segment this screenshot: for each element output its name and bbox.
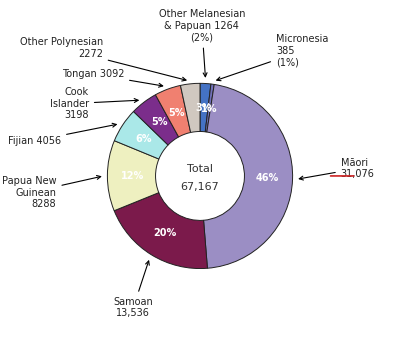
Text: Fijian 4056: Fijian 4056 [8, 123, 116, 146]
Text: 3%: 3% [196, 103, 212, 114]
Text: Māori
31,076: Māori 31,076 [299, 158, 375, 180]
Wedge shape [180, 83, 200, 132]
Text: Total: Total [187, 164, 213, 173]
Text: 6%: 6% [135, 134, 152, 144]
Text: 5%: 5% [168, 107, 185, 118]
Text: 12%: 12% [121, 171, 144, 181]
Wedge shape [114, 193, 208, 269]
Text: Samoan
13,536: Samoan 13,536 [114, 261, 153, 318]
Text: Cook
Islander
3198: Cook Islander 3198 [50, 87, 138, 120]
Wedge shape [204, 84, 293, 268]
Text: 20%: 20% [153, 228, 176, 239]
Text: Micronesia
385
(1%): Micronesia 385 (1%) [217, 34, 328, 81]
Text: 5%: 5% [151, 117, 167, 127]
Text: Tongan 3092: Tongan 3092 [62, 69, 163, 87]
Wedge shape [107, 141, 159, 211]
Wedge shape [200, 83, 211, 132]
Wedge shape [134, 95, 179, 145]
Text: Papua New
Guinean
8288: Papua New Guinean 8288 [2, 175, 101, 209]
Text: 67,167: 67,167 [181, 182, 219, 192]
Text: 46%: 46% [256, 173, 279, 184]
Text: 1%: 1% [201, 104, 218, 114]
Wedge shape [156, 86, 191, 137]
Wedge shape [205, 84, 214, 132]
Text: Other Polynesian
2272: Other Polynesian 2272 [20, 38, 186, 81]
Wedge shape [114, 112, 168, 159]
Text: Other Melanesian
& Papuan 1264
(2%): Other Melanesian & Papuan 1264 (2%) [159, 9, 245, 77]
